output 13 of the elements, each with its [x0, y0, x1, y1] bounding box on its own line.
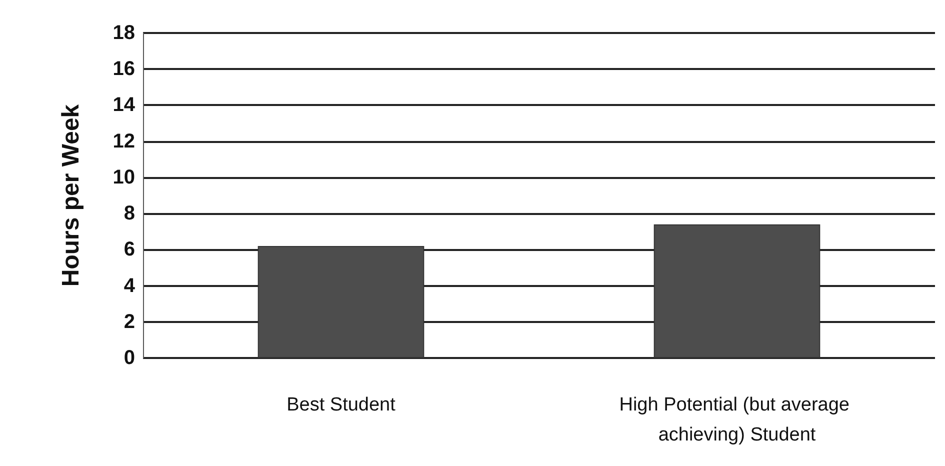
y-tick-label: 18 [112, 22, 135, 44]
y-tick-label: 16 [112, 58, 135, 80]
y-tick-label: 2 [124, 310, 135, 333]
x-tick-label: Best Student [286, 394, 396, 416]
y-tick-label: 8 [124, 202, 135, 225]
y-axis-title: Hours per Week [58, 104, 84, 287]
y-tick-label: 12 [112, 130, 135, 152]
y-tick-label: 0 [124, 347, 135, 369]
y-tick-label: 6 [124, 238, 135, 261]
y-tick-label: 4 [124, 274, 136, 297]
y-tick-label: 10 [112, 166, 135, 188]
y-tick-label: 14 [112, 94, 136, 116]
x-tick-label: High Potential (but average achieving) Student [619, 394, 855, 446]
